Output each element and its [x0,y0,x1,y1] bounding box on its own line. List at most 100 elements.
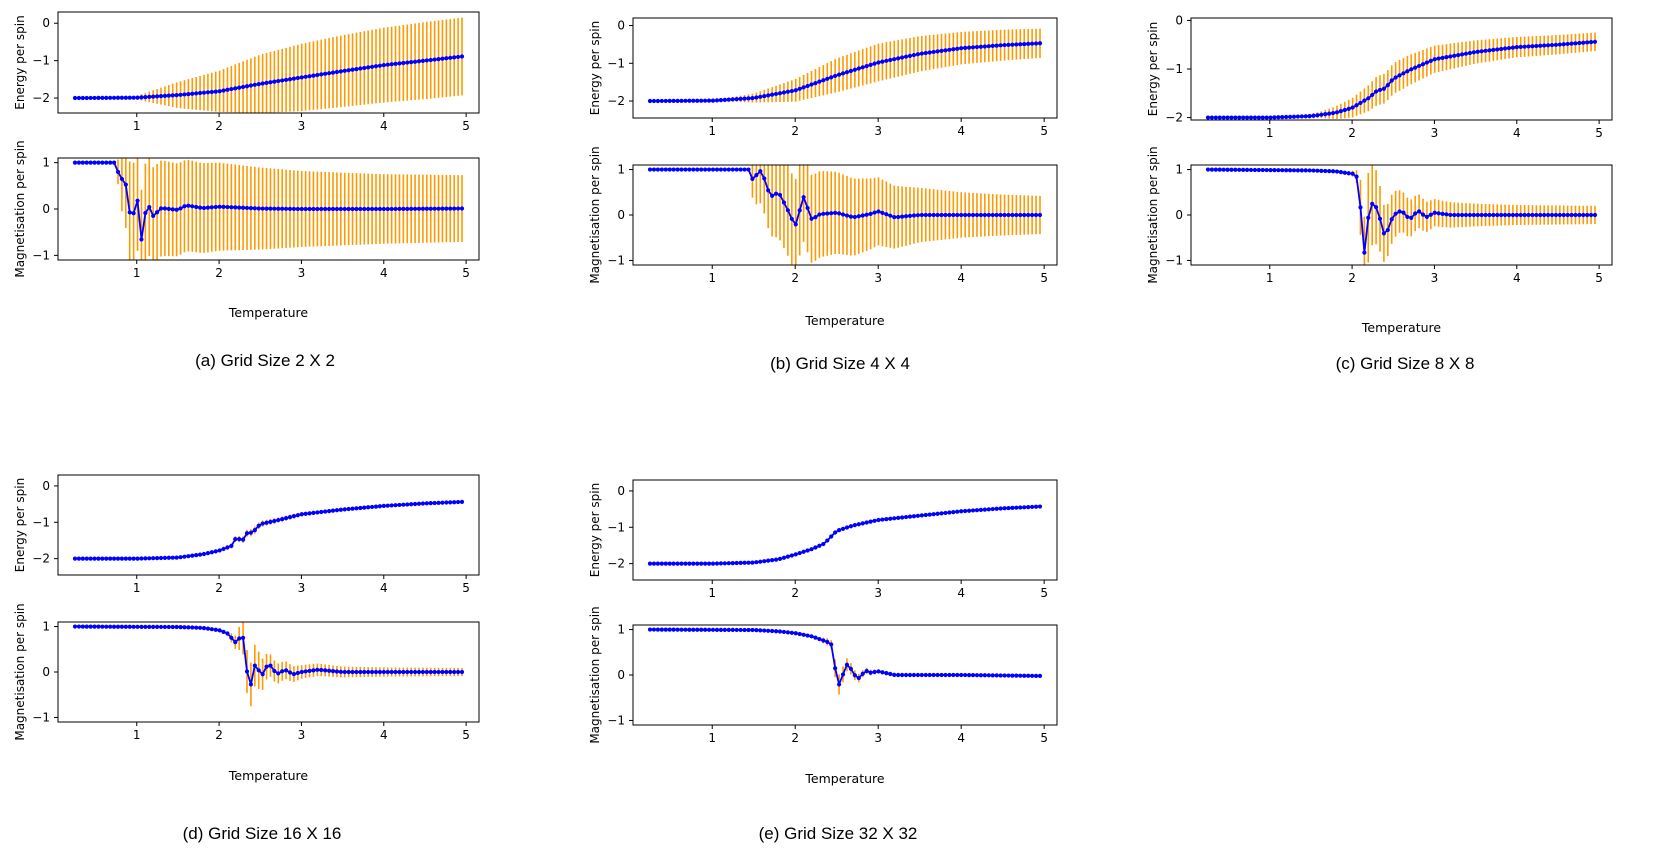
data-point [994,506,999,511]
data-point [986,673,991,678]
data-point [978,507,984,512]
data-point [1319,112,1324,117]
data-point [1373,89,1379,94]
data-point [221,88,226,93]
data-point [868,211,873,216]
data-point [789,216,794,222]
data-point [947,672,952,678]
x-tick-label: 3 [1431,271,1439,285]
data-point [1373,205,1379,210]
data-point [726,561,731,566]
data-point [789,630,794,635]
data-point [459,54,465,59]
data-point [385,62,390,67]
data-point [190,204,195,209]
data-point [679,627,684,632]
data-point [762,176,767,181]
data-point [833,210,838,215]
data-point [424,206,429,211]
data-point [213,549,218,554]
data-point [119,95,125,100]
data-point [342,669,347,675]
data-point [139,237,144,242]
x-tick-label: 3 [298,728,306,742]
x-tick-label: 5 [1040,271,1048,285]
data-point [377,206,383,212]
data-point [1436,211,1441,216]
data-point [459,206,465,211]
data-point [354,206,359,212]
data-point [1018,212,1023,218]
data-point [647,561,653,566]
data-point [1221,167,1226,172]
data-point [440,669,445,675]
data-point [154,210,160,215]
data-point [84,95,89,101]
data-point [888,57,893,63]
errorbars [1222,165,1596,265]
data-point [147,556,152,561]
data-point [1518,212,1523,218]
x-tick-label: 3 [298,119,306,133]
data-point [1241,115,1246,120]
data-point [72,160,78,165]
data-point [982,44,987,49]
y-tick-label: −2 [607,94,625,108]
data-point [781,555,787,560]
data-point [244,531,250,536]
data-point [362,669,367,675]
data-point [268,206,273,211]
data-point [440,206,445,211]
y-tick-label: 0 [42,202,50,216]
data-point [1502,212,1508,218]
data-point [738,627,743,633]
data-point [978,673,984,678]
series-line-group [72,624,465,687]
data-point [844,662,850,667]
data-point [209,89,214,95]
data-point [123,556,128,561]
data-point [1526,212,1531,218]
data-point [459,499,465,505]
data-point [990,506,995,512]
y-tick-label: −1 [1165,62,1183,76]
data-point [377,504,383,509]
data-point [346,68,351,73]
data-point [825,76,830,81]
data-point [366,669,371,675]
data-point [1244,167,1250,172]
data-point [1272,115,1277,120]
data-point [903,54,909,59]
data-point [1241,167,1246,172]
data-point [377,63,383,68]
data-point [738,167,743,172]
data-point [424,669,429,675]
data-point [448,55,453,60]
errorbars [97,500,463,559]
data-point [766,93,771,98]
data-point [1276,115,1281,120]
data-point [970,45,976,50]
data-point [444,669,449,675]
y-tick-label: 0 [1175,13,1183,27]
data-point [671,627,676,632]
data-point [315,667,320,672]
data-point [844,525,850,530]
data-point [409,669,414,675]
data-point [280,78,285,83]
y-axis-label: Magnetisation per spin [13,140,27,277]
data-point [1323,168,1328,174]
data-point [409,206,414,211]
errorbars [680,505,1041,564]
data-point [389,669,394,675]
data-point [1483,48,1488,53]
data-point [1471,50,1476,55]
data-point [801,195,806,200]
data-point [1409,215,1414,220]
data-point [1338,170,1344,175]
y-tick-label: −1 [32,248,50,262]
data-point [706,627,712,632]
series-line-group [647,167,1043,227]
data-point [1440,55,1445,60]
data-point [385,669,390,675]
